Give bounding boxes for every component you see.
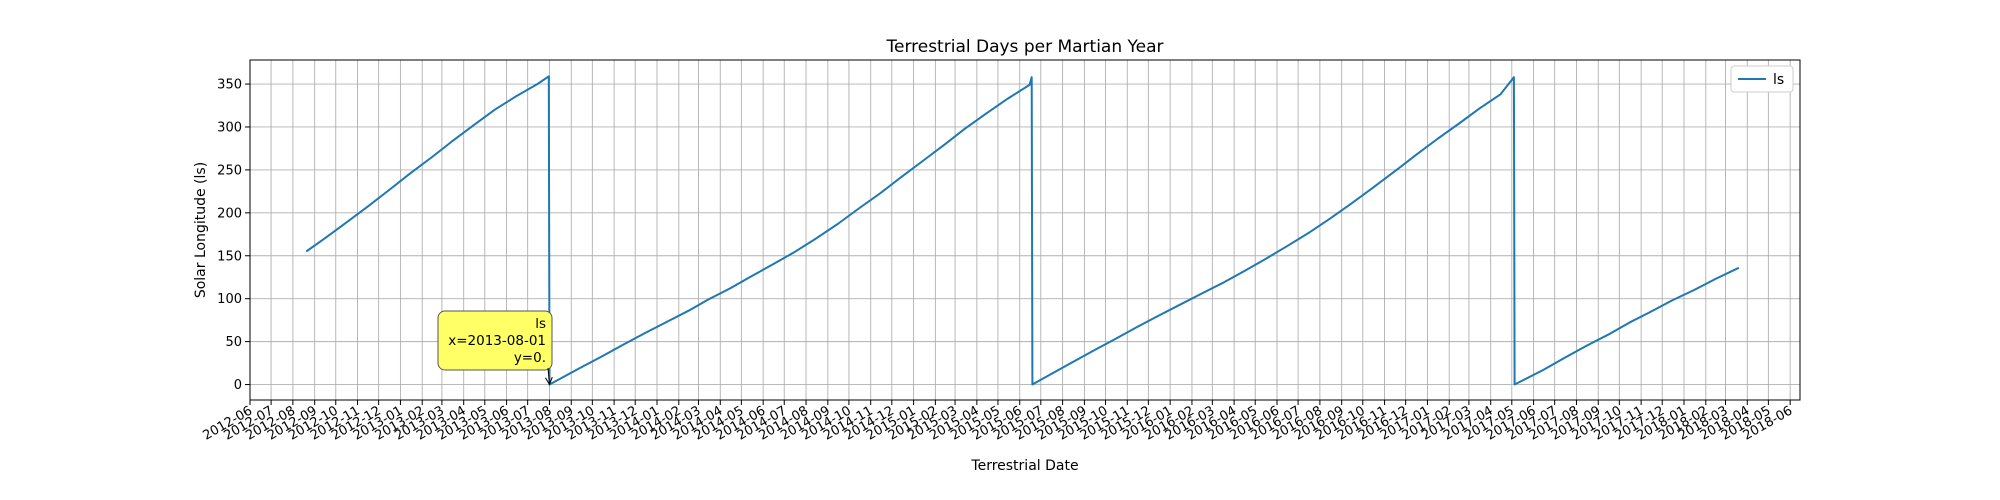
annotation-arrow <box>547 367 550 385</box>
y-tick-label: 100 <box>217 292 242 307</box>
x-axis-title: Terrestrial Date <box>970 458 1078 474</box>
annotation-series: ls <box>535 316 546 332</box>
plot-frame <box>249 59 1801 401</box>
y-tick-label: 250 <box>217 163 242 178</box>
y-tick-label: 150 <box>217 249 242 264</box>
annotation-box <box>437 310 553 371</box>
legend: ls <box>1730 65 1794 93</box>
y-tick-label: 50 <box>225 335 242 350</box>
y-tick-label: 200 <box>217 206 242 221</box>
annotation-arrowhead <box>544 376 553 386</box>
y-tick-label: 0 <box>234 378 242 393</box>
annotation-y: y=0. <box>514 350 546 366</box>
annotation: ls x=2013-08-01 y=0. <box>437 310 553 386</box>
legend-label: ls <box>1773 72 1784 88</box>
y-tick-label: 350 <box>217 78 242 93</box>
y-axis: 0 50 100 150 200 250 300 350 <box>217 78 250 393</box>
series-line-ls <box>305 75 1740 386</box>
y-tick-label: 300 <box>217 120 242 135</box>
chart-title: Terrestrial Days per Martian Year <box>885 37 1163 57</box>
series-lines <box>305 75 1740 386</box>
annotation-x: x=2013-08-01 <box>448 333 546 349</box>
y-axis-title: Solar Longitude (ls) <box>193 162 209 298</box>
